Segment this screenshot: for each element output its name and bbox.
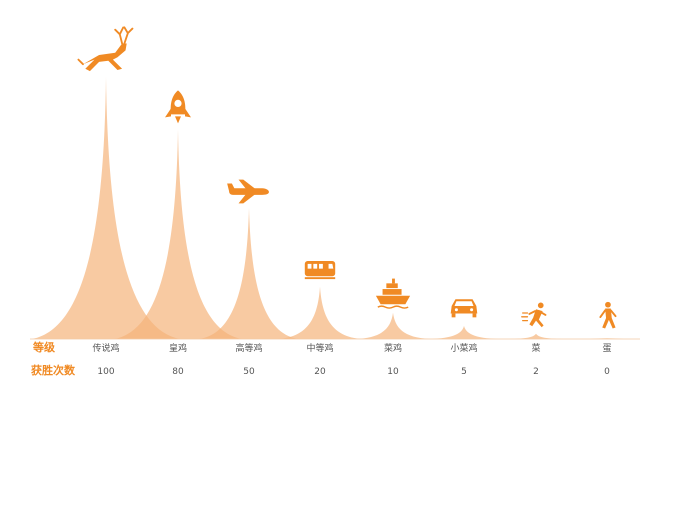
car-icon [450,299,478,318]
wins-row-label: 获胜次数 [31,363,76,377]
peak-4 [278,286,362,339]
category-label: 小菜鸡 [450,342,477,354]
level-row-label: 等级 [32,340,56,354]
category-label: 蛋 [602,343,611,354]
peak-5 [355,312,431,339]
rocket-icon [165,90,191,124]
deer-icon [77,26,134,73]
value-label: 50 [243,367,255,377]
peak-7 [508,333,564,339]
peak-2 [114,129,242,339]
train-icon [304,261,336,280]
category-label: 菜鸡 [384,342,402,354]
category-label: 中等鸡 [306,342,333,354]
icons-layer [77,26,617,330]
category-label: 皇鸡 [169,342,187,354]
peak-6 [428,325,500,339]
value-label: 80 [172,367,184,377]
category-label: 菜 [531,342,540,354]
walker-icon [599,300,617,330]
value-label: 0 [604,367,610,377]
category-labels: 传说鸡 皇鸡 高等鸡 中等鸡 菜鸡 小菜鸡 菜 蛋 [92,342,611,354]
value-label: 20 [314,367,326,377]
peaks-layer [32,77,625,339]
peak-1 [32,77,180,339]
value-label: 2 [533,367,539,377]
value-label: 5 [461,367,467,377]
value-label: 10 [387,367,399,377]
ship-icon [375,277,411,309]
airplane-icon [227,179,269,204]
runner-icon [520,301,547,329]
value-label: 100 [97,367,114,377]
peak-3 [199,208,299,339]
category-label: 传说鸡 [92,342,119,354]
category-label: 高等鸡 [235,342,262,354]
value-labels: 100 80 50 20 10 5 2 0 [97,367,610,377]
